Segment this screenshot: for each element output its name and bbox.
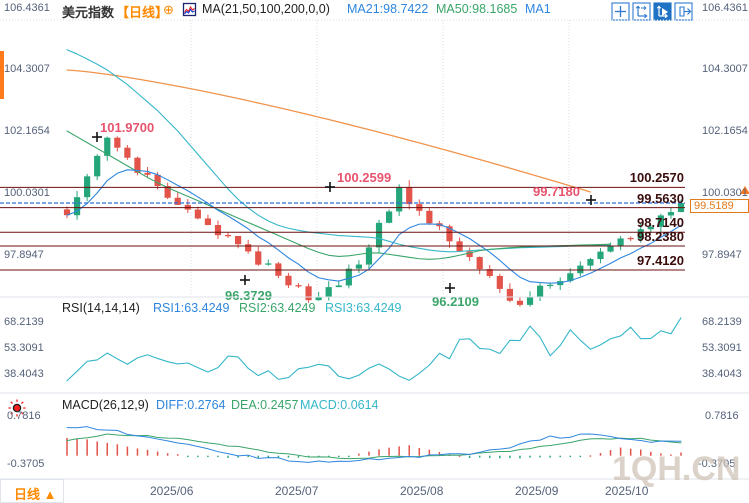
svg-text:98.7140: 98.7140 [637, 215, 684, 230]
svg-text:96.2109: 96.2109 [432, 294, 479, 309]
svg-text:99.7180: 99.7180 [533, 184, 580, 199]
svg-text:100.2570: 100.2570 [630, 170, 684, 185]
svg-text:99.5630: 99.5630 [637, 191, 684, 206]
svg-text:97.4120: 97.4120 [637, 253, 684, 268]
svg-text:100.2599: 100.2599 [337, 170, 391, 185]
svg-text:98.2380: 98.2380 [637, 229, 684, 244]
svg-text:101.9700: 101.9700 [100, 120, 154, 135]
